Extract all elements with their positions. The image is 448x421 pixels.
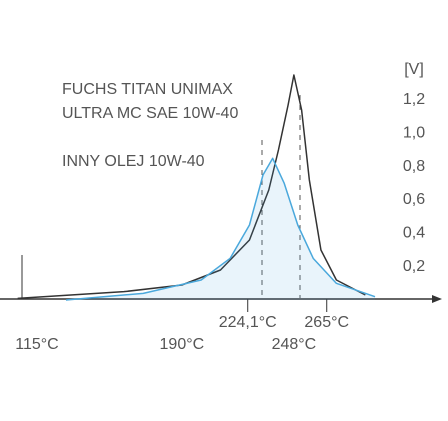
y-tick-label: 0,6 bbox=[403, 191, 425, 208]
x-tick-label: 248°C bbox=[272, 336, 317, 353]
y-tick-label: 1,0 bbox=[403, 125, 425, 142]
x-tick-label: 115°C bbox=[15, 336, 58, 353]
y-tick-label: 0,4 bbox=[403, 225, 425, 242]
y-tick-label: 0,8 bbox=[403, 158, 425, 175]
y-axis-label: [V] bbox=[404, 61, 424, 78]
y-tick-label: 1,2 bbox=[403, 91, 425, 108]
annotation: 265°C bbox=[304, 314, 349, 331]
area-fill bbox=[66, 158, 375, 300]
x-tick-label: 190°C bbox=[160, 336, 205, 353]
axis-arrow bbox=[432, 295, 442, 303]
annotation: 224,1°C bbox=[219, 314, 277, 331]
legend-entry: FUCHS TITAN UNIMAX ULTRA MC SAE 10W-40 bbox=[62, 78, 238, 126]
chart: [V] 0,2 0,4 0,6 0,8 1,0 1,2 115°C 190°C 248°C 224… bbox=[0, 0, 448, 421]
y-tick-label: 0,2 bbox=[403, 258, 425, 275]
legend-entry: INNY OLEJ 10W-40 bbox=[62, 150, 205, 174]
page: [V] 0,2 0,4 0,6 0,8 1,0 1,2 115°C 190°C 248°C 224… bbox=[0, 0, 448, 421]
